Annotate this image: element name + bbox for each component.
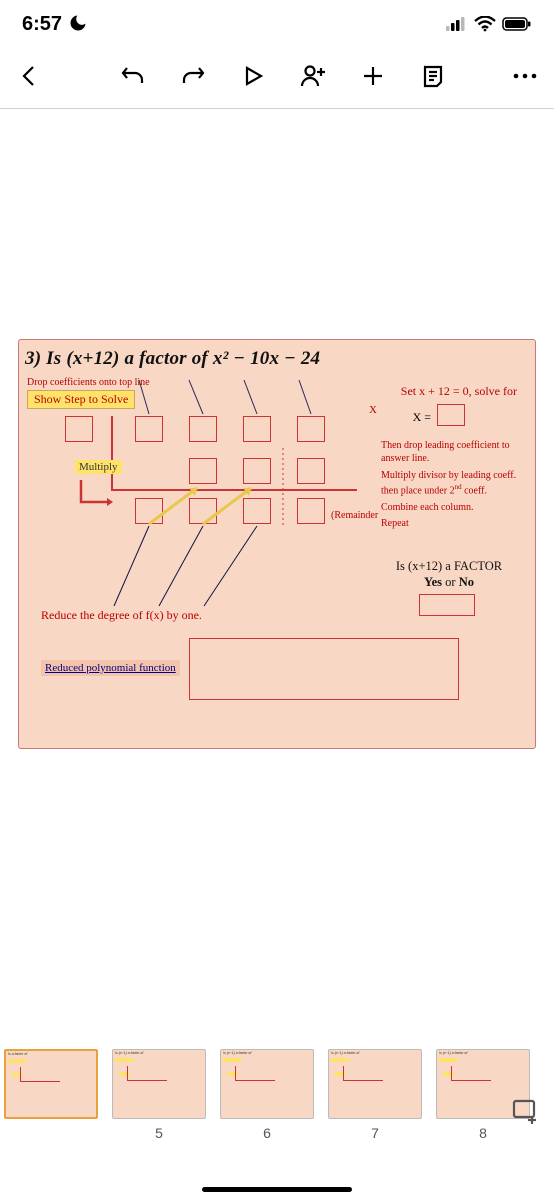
coeff-box-1[interactable] (135, 416, 163, 442)
status-bar: 6:57 (0, 0, 554, 48)
add-slide-button[interactable] (512, 1099, 540, 1130)
reduced-poly-label: Reduced polynomial function (41, 660, 180, 676)
instr-4: Repeat (381, 518, 409, 531)
yes-no-box[interactable] (419, 594, 475, 616)
battery-icon (502, 17, 532, 31)
mid-box-3[interactable] (243, 458, 271, 484)
thumb-number: 5 (112, 1125, 206, 1141)
home-indicator[interactable] (202, 1187, 352, 1192)
play-icon[interactable] (240, 63, 266, 89)
add-person-icon[interactable] (300, 63, 326, 89)
remainder-label: (Remainder (331, 510, 378, 521)
mid-box-2[interactable] (189, 458, 217, 484)
coeff-box-2[interactable] (189, 416, 217, 442)
thumb-image: Is (x−1) a factor of (220, 1049, 314, 1119)
time-text: 6:57 (22, 13, 62, 35)
reduce-degree-label: Reduce the degree of f(x) by one. (41, 608, 202, 623)
coeff-box-3[interactable] (243, 416, 271, 442)
instr-3: Combine each column. (381, 502, 473, 515)
divisor-box[interactable] (65, 416, 93, 442)
thumb-image: Is (x−1) a factor of (112, 1049, 206, 1119)
slide-canvas[interactable]: 3) Is (x+12) a factor of x² − 10x − 24 D… (18, 339, 536, 749)
moon-icon (68, 13, 88, 33)
syn-div-horz (111, 489, 357, 491)
thumb-number: 6 (220, 1125, 314, 1141)
status-time: 6:57 (22, 13, 88, 36)
ans-box-4[interactable] (297, 498, 325, 524)
slide-thumb[interactable]: Is (x−1) a factor of 7 (328, 1049, 422, 1141)
multiply-arrow-icon (75, 478, 115, 514)
instr-2: Multiply divisor by leading coeff.then p… (381, 470, 516, 497)
undo-icon[interactable] (120, 63, 146, 89)
drop-coeff-label: Drop coefficients onto top line (27, 377, 150, 388)
instr-1: Then drop leading coefficient to answer … (381, 440, 535, 465)
notes-icon[interactable] (420, 63, 446, 89)
x-value-box[interactable] (437, 404, 465, 426)
slide-thumb[interactable]: Is a factor of (4, 1049, 98, 1125)
wifi-icon (474, 16, 496, 32)
x-equals-label: X = (413, 410, 431, 425)
factor-question: Is (x+12) a FACTOR Yes or No (369, 558, 529, 591)
question-title: 3) Is (x+12) a factor of x² − 10x − 24 (25, 348, 320, 370)
multiply-label: Multiply (75, 460, 122, 474)
thumb-image: Is (x−1) a factor of (328, 1049, 422, 1119)
reduced-poly-box[interactable] (189, 638, 459, 700)
status-right (446, 16, 532, 32)
set-x-label: Set x + 12 = 0, solve for (401, 384, 517, 399)
slide-thumb[interactable]: Is (x−1) a factor of 6 (220, 1049, 314, 1141)
thumb-image: Is a factor of (4, 1049, 98, 1119)
slide-thumb[interactable]: Is (x−1) a factor of 5 (112, 1049, 206, 1141)
coeff-box-4[interactable] (297, 416, 325, 442)
redo-icon[interactable] (180, 63, 206, 89)
ans-box-3[interactable] (243, 498, 271, 524)
show-step-button[interactable]: Show Step to Solve (27, 390, 135, 409)
thumbnail-strip: Is a factor of Is (x−1) a factor of 5 Is… (0, 1049, 554, 1164)
signal-icon (446, 17, 468, 31)
plus-icon[interactable] (360, 63, 386, 89)
app-toolbar (0, 48, 554, 104)
thumb-number: 7 (328, 1125, 422, 1141)
x-label: X (369, 404, 377, 416)
ans-box-1[interactable] (135, 498, 163, 524)
mid-box-4[interactable] (297, 458, 325, 484)
ans-box-2[interactable] (189, 498, 217, 524)
more-icon[interactable] (512, 63, 538, 89)
back-icon[interactable] (16, 63, 42, 89)
